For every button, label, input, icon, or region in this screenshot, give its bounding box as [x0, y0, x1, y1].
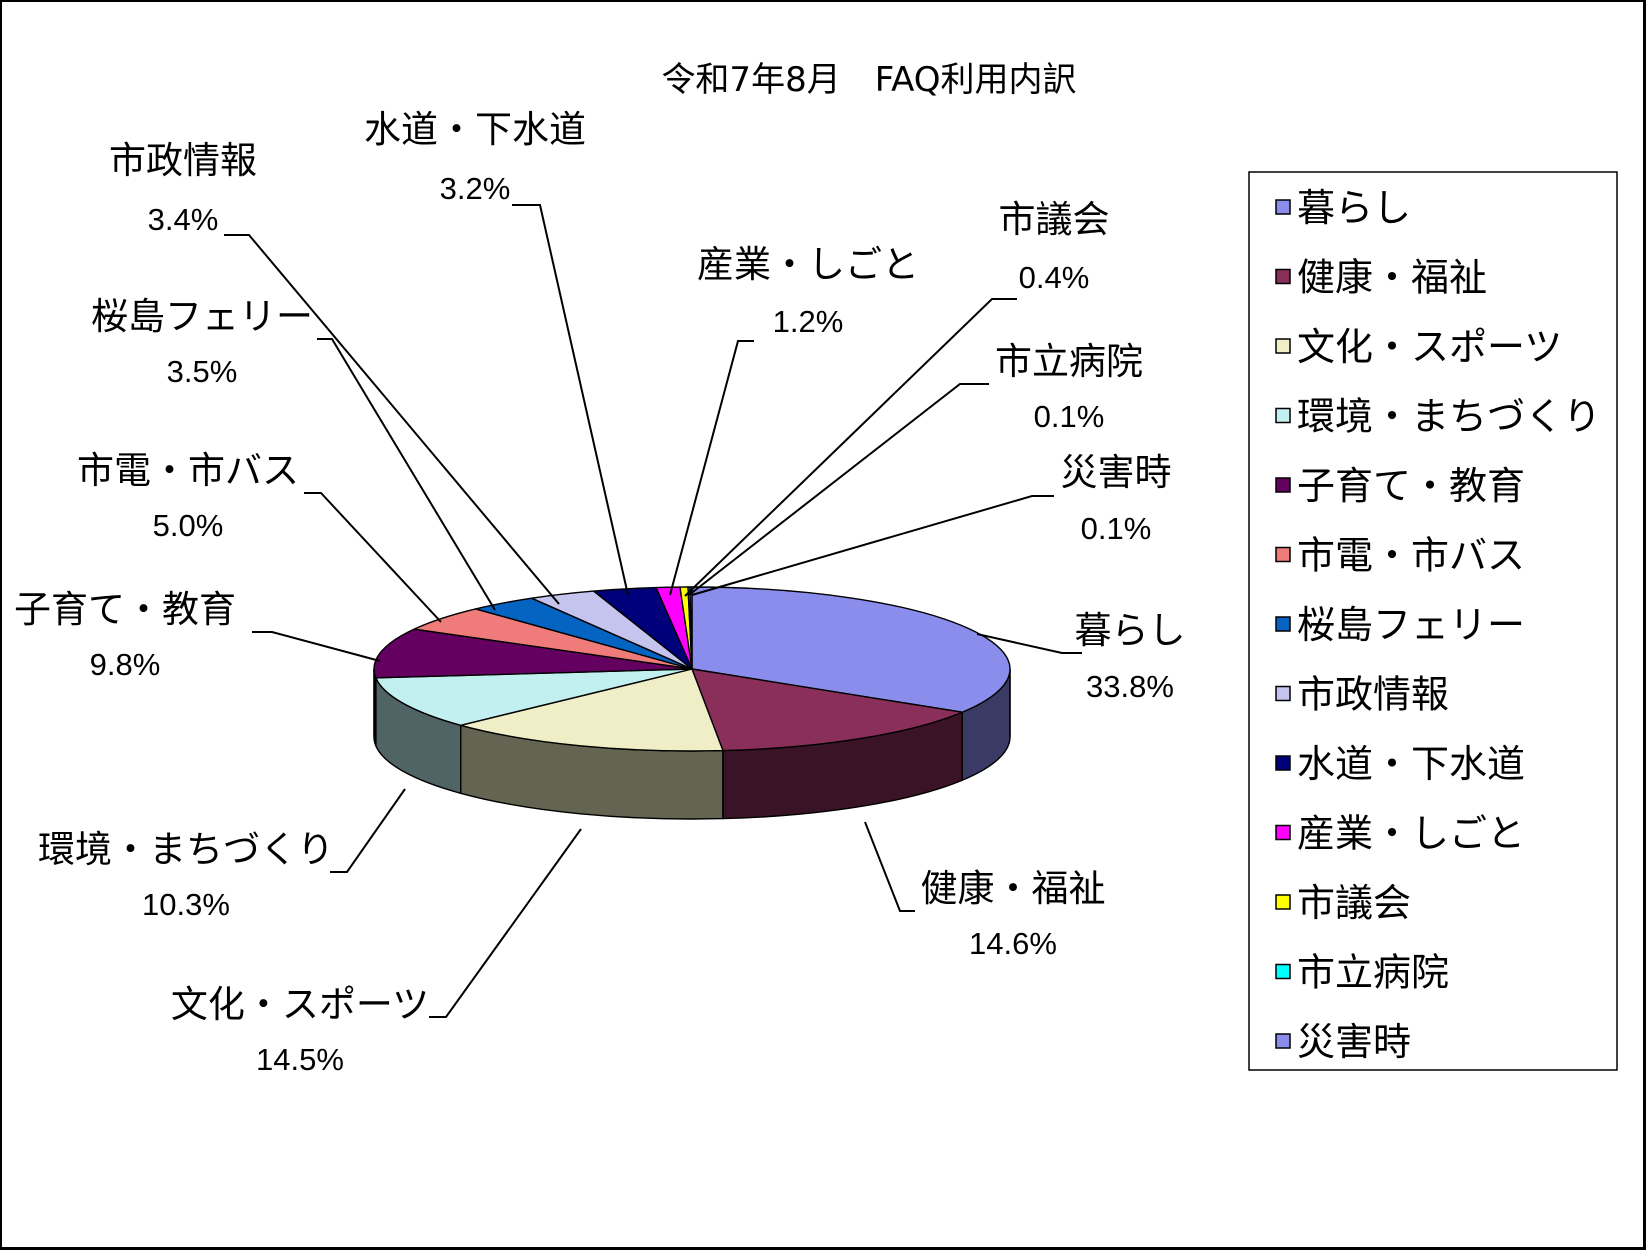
legend-label-7: 桜島フェリー	[1297, 603, 1525, 647]
legend-swatch-12	[1275, 963, 1291, 980]
legend-label-11: 市議会	[1297, 881, 1411, 925]
data-label-value-2: 14.6%	[969, 926, 1057, 961]
legend-swatch-8	[1275, 685, 1291, 702]
legend-swatch-13	[1275, 1033, 1291, 1049]
legend-label-2: 健康・福祉	[1297, 256, 1487, 300]
pie-slice-5	[373, 628, 693, 679]
data-label-value-5: 9.8%	[90, 647, 161, 682]
data-label-name-9: 水道・下水道	[364, 108, 586, 151]
data-label-value-4: 10.3%	[142, 887, 230, 922]
leader-line-4	[330, 788, 406, 873]
data-label-value-11: 0.4%	[1019, 260, 1090, 295]
data-label-name-12: 市立病院	[995, 340, 1143, 383]
data-label-name-3: 文化・スポーツ	[171, 983, 429, 1026]
legend-swatch-4	[1275, 407, 1291, 424]
data-label-name-7: 桜島フェリー	[91, 295, 313, 338]
pie-slice-13	[689, 586, 693, 670]
legend-label-5: 子育て・教育	[1297, 464, 1525, 508]
data-label-value-7: 3.5%	[167, 354, 238, 389]
legend-swatch-2	[1275, 268, 1291, 285]
pie-slice-3	[460, 668, 724, 752]
data-label-value-6: 5.0%	[153, 508, 224, 543]
legend: 暮らし健康・福祉文化・スポーツ環境・まちづくり子育て・教育市電・市バス桜島フェリ…	[1248, 171, 1618, 1071]
legend-label-3: 文化・スポーツ	[1297, 325, 1562, 369]
leader-line-10	[669, 340, 754, 596]
leader-line-1	[976, 633, 1082, 654]
legend-swatch-3	[1275, 338, 1291, 354]
pie-slice-4	[375, 668, 693, 726]
legend-swatch-5	[1275, 477, 1291, 493]
data-label-name-13: 災害時	[1061, 451, 1172, 494]
leader-line-7	[317, 338, 496, 611]
legend-swatch-7	[1275, 616, 1291, 632]
data-label-name-8: 市政情報	[109, 139, 257, 182]
data-label-value-9: 3.2%	[440, 171, 511, 206]
data-label-name-6: 市電・市バス	[77, 449, 299, 492]
legend-swatch-9	[1275, 755, 1291, 771]
data-label-value-1: 33.8%	[1086, 669, 1174, 704]
leader-line-13	[691, 495, 1054, 596]
data-label-name-4: 環境・まちづくり	[38, 828, 334, 871]
data-label-name-1: 暮らし	[1075, 609, 1186, 652]
data-label-name-5: 子育て・教育	[14, 588, 236, 631]
data-label-name-10: 産業・しごと	[697, 243, 919, 286]
leader-line-8	[224, 234, 560, 605]
legend-swatch-1	[1275, 199, 1291, 215]
data-label-value-3: 14.5%	[256, 1042, 344, 1077]
legend-label-6: 市電・市バス	[1297, 534, 1525, 578]
leader-line-5	[252, 631, 381, 662]
data-label-name-2: 健康・福祉	[921, 867, 1106, 910]
legend-swatch-6	[1275, 546, 1291, 563]
legend-label-9: 水道・下水道	[1297, 742, 1525, 786]
data-label-value-10: 1.2%	[773, 304, 844, 339]
legend-swatch-11	[1275, 894, 1291, 910]
leader-line-9	[512, 204, 629, 596]
legend-label-8: 市政情報	[1297, 673, 1449, 717]
legend-label-13: 災害時	[1297, 1020, 1411, 1064]
leader-line-3	[429, 828, 582, 1018]
legend-label-10: 産業・しごと	[1297, 812, 1525, 856]
pie-slice-2	[691, 668, 963, 752]
legend-label-1: 暮らし	[1297, 186, 1411, 230]
data-label-value-8: 3.4%	[148, 202, 219, 237]
legend-swatch-10	[1275, 824, 1291, 841]
data-label-value-12: 0.1%	[1034, 399, 1105, 434]
leader-line-12	[688, 383, 989, 596]
leader-line-2	[864, 821, 915, 912]
chart-title: 令和7年8月 FAQ利用内訳	[661, 60, 1076, 100]
legend-label-4: 環境・まちづくり	[1297, 395, 1601, 439]
pie-slice-1	[691, 586, 1011, 713]
data-label-name-11: 市議会	[999, 198, 1110, 241]
leader-line-6	[304, 492, 442, 623]
data-label-value-13: 0.1%	[1081, 511, 1152, 546]
legend-label-12: 市立病院	[1297, 951, 1449, 995]
legend-box	[1248, 171, 1618, 1071]
leader-line-11	[684, 298, 1017, 597]
